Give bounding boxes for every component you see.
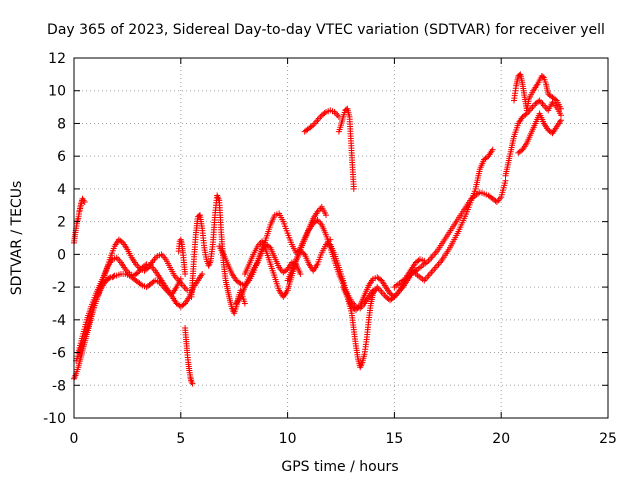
y-tick-label: 12 xyxy=(48,51,66,67)
plot-frame xyxy=(73,57,609,419)
chart-title: Day 365 of 2023, Sidereal Day-to-day VTE… xyxy=(47,22,605,38)
y-tick-label: 8 xyxy=(57,116,66,132)
data-point xyxy=(236,279,243,286)
data-point xyxy=(241,300,248,307)
data-point xyxy=(323,212,329,219)
data-point xyxy=(350,185,357,192)
x-tick-label: 15 xyxy=(385,431,403,447)
data-point xyxy=(182,271,189,277)
tick-layer: 0 5 10 15 20 25 -10 -8 -6 -4 -2 0 2 4 6 8 10 12 xyxy=(43,51,617,447)
x-tick-label: 0 xyxy=(70,431,79,447)
y-axis-label: SDTVAR / TECUs xyxy=(9,181,25,296)
data-point xyxy=(321,110,328,117)
data-point xyxy=(522,111,529,118)
data-point xyxy=(558,117,564,124)
data-point xyxy=(189,380,196,387)
y-tick-label: 0 xyxy=(57,247,66,263)
data-point xyxy=(110,273,117,280)
x-tick-label: 20 xyxy=(492,431,510,447)
data-point xyxy=(106,275,113,282)
data-point xyxy=(308,123,315,130)
series-layer xyxy=(71,71,564,387)
y-tick-label: -4 xyxy=(52,313,66,329)
y-tick-label: -2 xyxy=(52,280,66,296)
y-tick-label: -8 xyxy=(52,378,66,394)
data-point xyxy=(196,212,202,219)
data-point xyxy=(552,96,559,103)
data-point xyxy=(489,146,496,153)
data-point xyxy=(81,199,88,205)
x-axis-label: GPS time / hours xyxy=(281,459,398,475)
x-tick-label: 5 xyxy=(176,431,185,447)
data-point xyxy=(558,105,564,112)
y-tick-label: 10 xyxy=(48,84,66,100)
data-point xyxy=(133,270,140,277)
data-point xyxy=(199,271,206,277)
data-point xyxy=(297,271,304,277)
y-tick-label: 4 xyxy=(57,182,66,198)
y-tick-label: -6 xyxy=(52,346,66,362)
y-tick-label: 2 xyxy=(57,215,66,231)
y-tick-label: 6 xyxy=(57,149,66,165)
x-tick-label: 25 xyxy=(599,431,617,447)
y-tick-label: -10 xyxy=(43,411,66,427)
data-point xyxy=(535,98,542,105)
x-tick-label: 10 xyxy=(279,431,297,447)
